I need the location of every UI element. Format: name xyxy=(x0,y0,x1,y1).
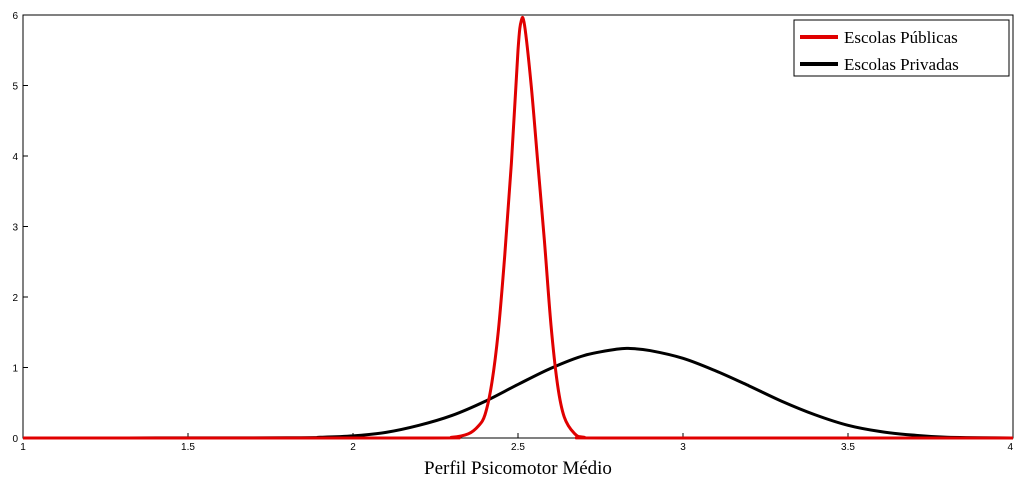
plot-area xyxy=(22,14,1014,439)
series-layer xyxy=(22,16,1014,440)
y-tick-label: 6 xyxy=(12,11,18,22)
y-tick-label: 0 xyxy=(12,434,18,445)
legend: Escolas Públicas Escolas Privadas xyxy=(793,19,1010,77)
x-axis-title: Perfil Psicomotor Médio xyxy=(424,458,612,477)
x-tick-label: 2.5 xyxy=(511,442,525,453)
y-tick-label: 2 xyxy=(12,293,18,304)
y-tick-label: 1 xyxy=(12,364,18,375)
legend-box xyxy=(793,19,1010,77)
x-tick-label: 1 xyxy=(20,442,26,453)
x-tick-label: 2 xyxy=(350,442,356,453)
x-tick-label: 4 xyxy=(1007,442,1013,453)
y-tick-label: 3 xyxy=(12,223,18,234)
legend-label-privadas: Escolas Privadas xyxy=(844,55,959,74)
y-tick-label: 4 xyxy=(12,152,18,163)
x-tick-label: 3 xyxy=(680,442,686,453)
x-tick-label: 3.5 xyxy=(841,442,855,453)
x-tick-label: 1.5 xyxy=(181,442,195,453)
y-tick-label: 5 xyxy=(12,82,18,93)
series-line-publicas xyxy=(22,16,1013,440)
series-line-privadas xyxy=(22,346,1014,440)
legend-label-publicas: Escolas Públicas xyxy=(844,28,958,47)
